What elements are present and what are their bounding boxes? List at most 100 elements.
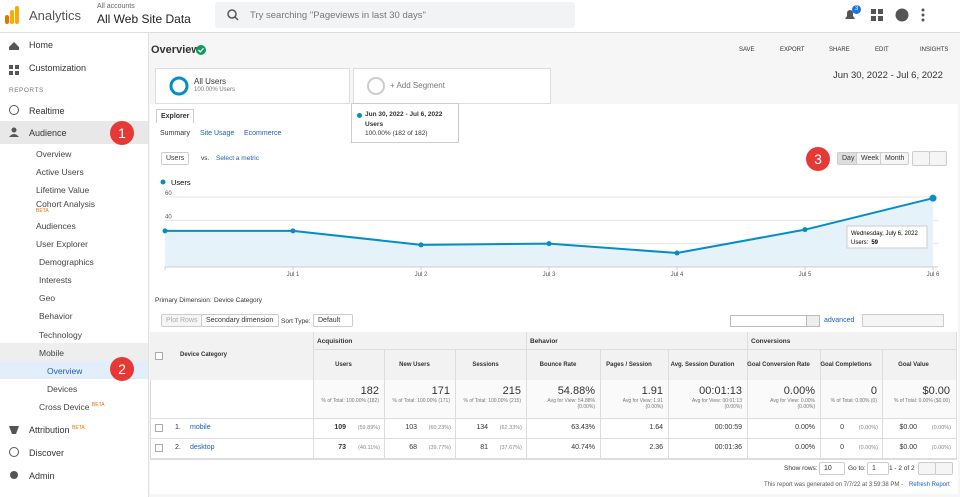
nav-item[interactable]: Lifetime Value	[36, 185, 90, 195]
cell-pct: (39.77%)	[428, 445, 451, 451]
nav-item[interactable]: Cohort Analysis	[36, 199, 96, 209]
tooltip-label: Users:	[851, 240, 869, 246]
x-tick-label: Jul 3	[543, 272, 556, 278]
cell-value: 0	[840, 424, 844, 431]
edit[interactable]: EDIT	[875, 47, 889, 53]
nav-item[interactable]: User Explorer	[36, 239, 88, 249]
verified-icon	[196, 45, 206, 55]
step-badge: 1	[110, 121, 134, 145]
plot-rows[interactable]: Plot Rows	[161, 314, 203, 327]
advanced[interactable]: advanced	[824, 317, 855, 324]
date-range[interactable]: Jun 30, 2022 - Jul 6, 2022	[833, 70, 943, 81]
cell-value: 63.43%	[571, 424, 595, 431]
select-metric[interactable]: Select a metric	[216, 155, 259, 162]
nav-item[interactable]: Attribution BETA	[29, 425, 85, 435]
nav-item[interactable]: Home	[29, 40, 54, 50]
nav-item[interactable]: Audience	[29, 128, 67, 138]
insights[interactable]: INSIGHTS	[920, 47, 949, 53]
cell-value: 00:00:59	[714, 424, 742, 431]
column-rule	[882, 350, 883, 458]
nav-item[interactable]: Technology	[39, 330, 83, 340]
logo-icon	[5, 6, 19, 24]
export[interactable]: EXPORT	[780, 47, 805, 53]
row-index: 1.	[175, 424, 181, 431]
metric-select[interactable]: Users	[161, 152, 190, 165]
goto-input[interactable]: 1	[867, 462, 889, 475]
y-tick-label: 40	[165, 214, 172, 220]
search-box[interactable]: Try searching "Pageviews in last 30 days…	[215, 2, 575, 28]
day-button[interactable]: Day	[837, 152, 860, 165]
row-name[interactable]: desktop	[190, 444, 215, 451]
subtab[interactable]: Ecommerce	[244, 130, 282, 137]
header-rule	[313, 349, 956, 350]
column-rule	[526, 332, 527, 458]
save[interactable]: SAVE	[739, 47, 755, 53]
logo-text: Analytics	[29, 8, 82, 23]
nav-item[interactable]: Interests	[39, 275, 72, 285]
total-note: % of Total: 100.00% (215)	[463, 398, 521, 404]
refresh-link[interactable]: Refresh Report	[909, 482, 950, 488]
tab[interactable]: Explorer	[156, 109, 195, 123]
tooltip	[846, 225, 928, 249]
row-name[interactable]: mobile	[190, 424, 211, 431]
nav-item[interactable]: Demographics	[39, 257, 94, 267]
nav-item[interactable]: Geo	[39, 293, 56, 303]
dimension-label: Primary Dimension:	[155, 297, 212, 304]
nav-item[interactable]: Behavior	[39, 311, 73, 321]
cell-pct: (0.00%)	[931, 425, 951, 431]
column-header: New Users	[399, 362, 430, 368]
nav-item[interactable]: Overview	[47, 366, 83, 376]
dimension-value: Device Category	[214, 297, 263, 304]
view-toggles[interactable]	[862, 314, 944, 327]
point	[290, 228, 296, 234]
cell-pct: (0.00%)	[858, 425, 878, 431]
secondary-dimension[interactable]: Secondary dimension	[201, 314, 279, 327]
help-icon[interactable]	[895, 8, 909, 22]
nav-item[interactable]: Realtime	[29, 106, 65, 116]
nav-item[interactable]: Overview	[36, 149, 72, 159]
add-segment[interactable]: + Add Segment	[353, 68, 551, 104]
total-note: Avg for View: 1.91 (0.00%)	[622, 398, 663, 410]
motion-chart-button[interactable]	[929, 151, 947, 166]
mobile-highlight	[0, 343, 148, 361]
next-page[interactable]	[935, 462, 953, 475]
nav-item[interactable]: Admin	[29, 471, 55, 481]
cell-value: 81	[480, 444, 488, 451]
cell-value: 109	[334, 424, 346, 431]
column-header: Sessions	[472, 362, 499, 368]
account[interactable]: All Web Site Data	[97, 12, 191, 26]
apps-icon[interactable]	[871, 9, 883, 21]
subtab[interactable]: Site Usage	[200, 130, 235, 137]
subtab[interactable]: Summary	[160, 130, 190, 137]
column-header: Pages / Session	[606, 362, 652, 368]
nav-item[interactable]: Cross Device BETA	[39, 402, 105, 412]
nav-item[interactable]: Devices	[47, 384, 78, 394]
segment-card[interactable]: All Users 100.00% Users	[155, 68, 350, 104]
rows-select[interactable]: 10	[819, 462, 845, 475]
search-button[interactable]	[806, 315, 820, 327]
checkbox[interactable]	[155, 444, 163, 452]
prev-page[interactable]	[918, 462, 936, 475]
month-button[interactable]: Month	[880, 152, 910, 165]
search-icon	[227, 9, 239, 21]
point	[674, 250, 680, 256]
nav-item[interactable]: Discover	[29, 448, 65, 458]
share[interactable]: SHARE	[829, 47, 850, 53]
more-icon[interactable]	[921, 8, 925, 22]
total-value: 1.91	[641, 385, 663, 397]
checkbox[interactable]	[155, 424, 163, 432]
column-header: Goal Completions	[820, 362, 872, 368]
checkbox[interactable]	[155, 352, 163, 360]
column-rule	[384, 350, 385, 458]
nav-item[interactable]: Customization	[29, 63, 87, 73]
table-search[interactable]	[730, 315, 807, 327]
beta: BETA	[36, 208, 49, 214]
sort-select[interactable]: Default	[313, 314, 353, 327]
legend-label: Users	[171, 178, 191, 187]
nav-item[interactable]: Active Users	[36, 167, 84, 177]
vs: vs.	[201, 155, 210, 162]
nav-item[interactable]: Audiences	[36, 221, 76, 231]
nav-item[interactable]: Mobile	[39, 348, 65, 358]
column-rule	[455, 350, 456, 458]
